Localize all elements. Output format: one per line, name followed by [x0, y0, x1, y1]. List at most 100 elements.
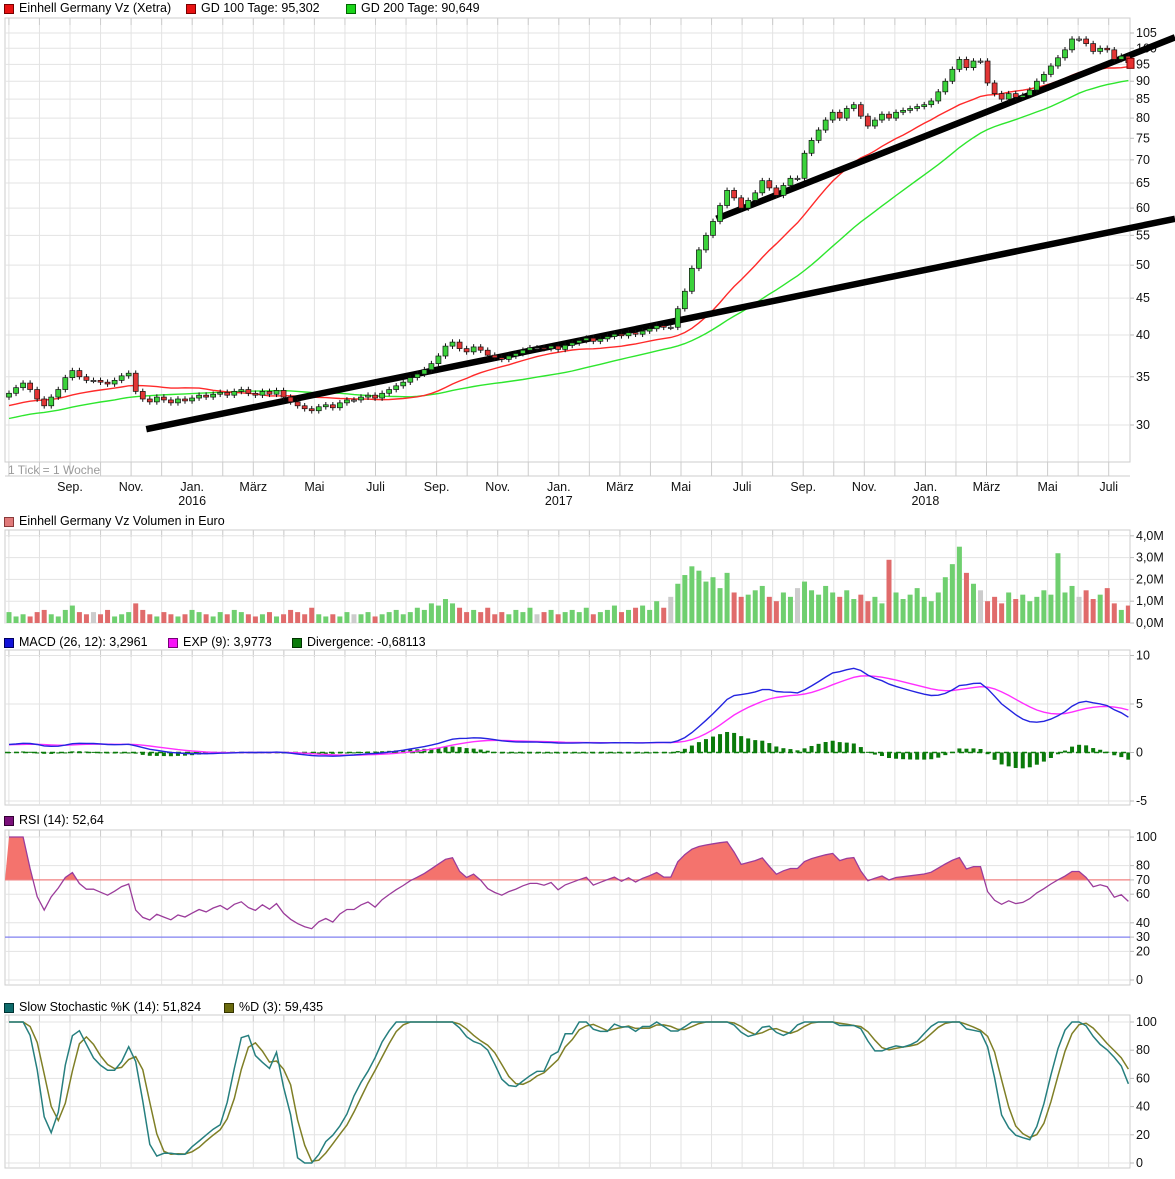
rsi-line	[9, 836, 1129, 930]
stoch-d-line	[9, 1021, 1130, 1163]
rsi-overbought-fill	[5, 837, 1088, 880]
stoch-k-line	[9, 1021, 1130, 1164]
svg-text:März: März	[606, 480, 634, 494]
gd200-swatch-icon	[346, 3, 356, 14]
rsi-panel	[4, 829, 1131, 986]
svg-text:Jan.: Jan.	[180, 480, 204, 494]
divergence-swatch-icon	[292, 637, 302, 648]
svg-text:100: 100	[1136, 1015, 1157, 1029]
svg-text:105: 105	[1136, 26, 1157, 40]
rsi-legend: RSI (14): 52,64	[0, 813, 1175, 828]
svg-text:Jan.: Jan.	[547, 480, 571, 494]
svg-text:Nov.: Nov.	[852, 480, 877, 494]
volume-label: Einhell Germany Vz Volumen in Euro	[19, 514, 225, 528]
trendline	[715, 34, 1175, 222]
svg-text:Mai: Mai	[304, 480, 324, 494]
exp-swatch-icon	[168, 637, 178, 648]
macd-line	[8, 667, 1129, 757]
svg-text:100: 100	[1136, 830, 1157, 844]
svg-text:80: 80	[1136, 859, 1150, 873]
svg-text:40: 40	[1136, 916, 1150, 930]
volume-bars	[6, 546, 1130, 623]
svg-text:2,0M: 2,0M	[1136, 572, 1164, 586]
svg-text:75: 75	[1136, 131, 1150, 145]
svg-text:Sep.: Sep.	[57, 480, 83, 494]
svg-text:85: 85	[1136, 92, 1150, 106]
tick-interval-note: 1 Tick = 1 Woche	[8, 463, 101, 477]
svg-text:40: 40	[1136, 1100, 1150, 1114]
price-plot	[8, 66, 1129, 420]
macd-panel	[4, 649, 1131, 806]
svg-text:60: 60	[1136, 887, 1150, 901]
svg-text:60: 60	[1136, 1071, 1150, 1085]
rsi-plot	[9, 836, 1129, 930]
stochastic-legend: Slow Stochastic %K (14): 51,824 %D (3): …	[0, 1000, 1175, 1015]
trendline	[145, 215, 1175, 433]
legend-item-volume: Einhell Germany Vz Volumen in Euro	[4, 514, 225, 529]
svg-text:Juli: Juli	[366, 480, 385, 494]
svg-text:95: 95	[1136, 57, 1150, 71]
main-chart-legend: Einhell Germany Vz (Xetra) GD 100 Tage: …	[0, 1, 1175, 16]
macd-plot	[5, 667, 1130, 769]
legend-item-gd100: GD 100 Tage: 95,302	[186, 1, 320, 16]
rsi-label: RSI (14): 52,64	[19, 813, 104, 827]
svg-text:5: 5	[1136, 697, 1143, 711]
stoch-k-label: Slow Stochastic %K (14): 51,824	[19, 1000, 202, 1014]
svg-text:-5: -5	[1136, 794, 1147, 808]
svg-text:0: 0	[1136, 1156, 1143, 1170]
stoch-d-label: %D (3): 59,435	[239, 1000, 324, 1014]
stochastic-panel	[4, 1014, 1131, 1169]
svg-text:35: 35	[1136, 370, 1150, 384]
svg-text:Jan.: Jan.	[914, 480, 938, 494]
rsi-swatch-icon	[4, 815, 14, 826]
macd-legend: MACD (26, 12): 3,2961 EXP (9): 3,9773 Di…	[0, 635, 1175, 650]
svg-text:45: 45	[1136, 291, 1150, 305]
divergence-label: Divergence: -0,68113	[307, 635, 426, 649]
macd-signal-line	[8, 675, 1129, 756]
gd100-swatch-icon	[186, 3, 196, 14]
price-panel	[4, 17, 1131, 463]
instrument-swatch-icon	[4, 3, 14, 14]
svg-text:Sep.: Sep.	[424, 480, 450, 494]
svg-text:2018: 2018	[911, 494, 939, 508]
current-price-marker	[1126, 57, 1135, 69]
instrument-label: Einhell Germany Vz (Xetra)	[19, 1, 172, 15]
svg-text:März: März	[239, 480, 267, 494]
svg-text:Juli: Juli	[733, 480, 752, 494]
svg-text:30: 30	[1136, 930, 1150, 944]
svg-text:2017: 2017	[545, 494, 573, 508]
volume-legend: Einhell Germany Vz Volumen in Euro	[0, 514, 1175, 529]
stochastic-plot	[9, 1021, 1130, 1164]
gd200-line	[8, 79, 1129, 420]
svg-text:70: 70	[1136, 873, 1150, 887]
legend-item-rsi: RSI (14): 52,64	[4, 813, 104, 828]
gd100-line	[8, 66, 1129, 407]
legend-item-exp: EXP (9): 3,9773	[168, 635, 272, 650]
legend-item-gd200: GD 200 Tage: 90,649	[346, 1, 480, 16]
candlesticks	[6, 36, 1130, 414]
legend-item-macd: MACD (26, 12): 3,2961	[4, 635, 148, 650]
svg-text:90: 90	[1136, 74, 1150, 88]
macd-swatch-icon	[4, 637, 14, 648]
svg-text:März: März	[973, 480, 1001, 494]
svg-text:0,0M: 0,0M	[1136, 616, 1164, 630]
volume-panel	[4, 529, 1131, 624]
stoch-k-swatch-icon	[4, 1002, 14, 1013]
legend-item-instrument: Einhell Germany Vz (Xetra)	[4, 1, 171, 16]
legend-item-divergence: Divergence: -0,68113	[292, 635, 426, 650]
legend-item-stoch-k: Slow Stochastic %K (14): 51,824	[4, 1000, 201, 1015]
svg-text:Sep.: Sep.	[790, 480, 816, 494]
svg-text:55: 55	[1136, 228, 1150, 242]
gd200-label: GD 200 Tage: 90,649	[361, 1, 480, 15]
svg-text:4,0M: 4,0M	[1136, 529, 1164, 543]
exp-label: EXP (9): 3,9773	[183, 635, 272, 649]
gd100-label: GD 100 Tage: 95,302	[201, 1, 320, 15]
volume-swatch-icon	[4, 516, 14, 527]
svg-text:70: 70	[1136, 153, 1150, 167]
stoch-d-swatch-icon	[224, 1002, 234, 1013]
svg-text:Nov.: Nov.	[119, 480, 144, 494]
svg-text:3,0M: 3,0M	[1136, 551, 1164, 565]
legend-item-stoch-d: %D (3): 59,435	[224, 1000, 323, 1015]
